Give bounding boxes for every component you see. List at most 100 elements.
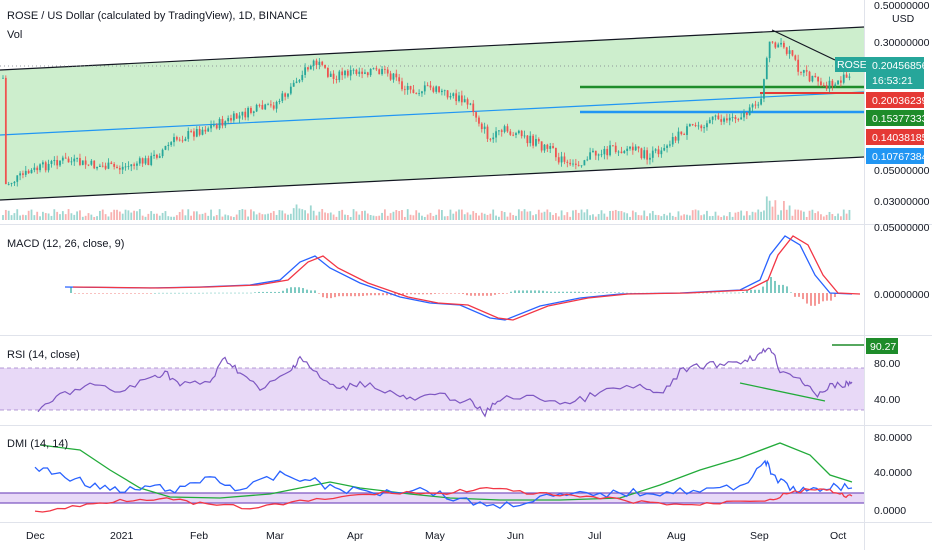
candle-body [680, 131, 683, 135]
macd-hist-bar [578, 291, 580, 293]
volume-bar [116, 209, 118, 220]
volume-bar [338, 210, 341, 220]
volume-bar [309, 205, 312, 220]
candles-group [2, 37, 851, 187]
volume-bar [848, 209, 851, 220]
macd-hist-bar [794, 293, 796, 297]
macd-hist-bar [274, 291, 276, 293]
volume-bar [295, 204, 298, 220]
candle-body [657, 149, 660, 155]
volume-bar [312, 210, 315, 220]
candle-body [694, 125, 697, 127]
candle-body [726, 118, 728, 121]
candle-body [344, 70, 346, 76]
candle-body [472, 103, 475, 113]
volume-bar [27, 210, 30, 220]
volume-bar [99, 210, 101, 220]
macd-hist-bar [818, 293, 820, 304]
volume-bar [435, 214, 438, 220]
volume-bar [13, 213, 16, 220]
candle-body [44, 162, 47, 171]
candle-body [817, 77, 819, 82]
candle-body [805, 70, 808, 72]
candle-body [734, 117, 737, 120]
volume-bar [569, 216, 572, 220]
time-axis[interactable]: Dec 2021 Feb Mar Apr May Jun Jul Aug Sep… [26, 530, 846, 542]
candle-body [555, 148, 557, 158]
candle-body [164, 145, 167, 150]
candle-body [546, 144, 549, 149]
candle-body [304, 67, 306, 75]
candle-body [677, 131, 680, 141]
candle-body [543, 144, 546, 151]
macd-hist-bar [606, 292, 608, 293]
macd-hist-bar [202, 292, 204, 294]
candle-body [24, 170, 27, 175]
macd-hist-bar [342, 293, 344, 297]
candle-body [218, 118, 221, 129]
macd-hist-bar [350, 293, 352, 297]
macd-hist-bar [434, 293, 436, 294]
macd-hist-bar [418, 293, 420, 295]
candle-body [13, 181, 16, 184]
candle-body [327, 67, 329, 77]
macd-hist-bar [702, 292, 704, 294]
candle-body [654, 149, 657, 151]
channel-upper-line [0, 26, 865, 71]
volume-bar [629, 216, 631, 220]
volume-bar [136, 211, 138, 220]
macd-hist-bar [734, 292, 736, 294]
candle-body [814, 75, 817, 78]
candle-body [711, 116, 714, 120]
volume-bar [153, 213, 155, 220]
candle-body [289, 86, 292, 94]
candle-body [195, 129, 198, 137]
candle-body [36, 167, 39, 171]
volume-bar [478, 215, 480, 220]
candle-body [743, 112, 745, 118]
candle-body [324, 64, 326, 68]
volume-bar [304, 210, 306, 220]
volume-bar [555, 213, 557, 220]
macd-hist-bar [478, 293, 480, 296]
candle-body [42, 162, 44, 165]
volume-bar [842, 209, 845, 220]
candle-body [583, 160, 586, 166]
macd-hist-bar [770, 277, 772, 293]
rsi-pane[interactable] [0, 344, 864, 418]
volume-bar [489, 213, 492, 220]
dmi-pane[interactable] [0, 442, 864, 513]
candle-body [506, 126, 509, 132]
volume-bar [406, 209, 409, 220]
volume-bar [586, 209, 589, 220]
candle-body [569, 162, 572, 165]
price-pane[interactable] [0, 26, 865, 220]
candle-body [235, 113, 238, 119]
candle-body [720, 119, 723, 122]
volume-bar [375, 216, 378, 220]
candle-body [566, 161, 569, 163]
volume-bar [560, 210, 563, 220]
candle-body [412, 89, 415, 93]
candle-body [620, 151, 623, 154]
candle-body [421, 91, 423, 94]
volume-bar [649, 213, 651, 220]
macd-hist-bar [270, 291, 272, 293]
volume-bar [193, 211, 195, 220]
macd-pane[interactable] [64, 235, 861, 321]
candle-body [714, 115, 717, 117]
candle-body [392, 73, 395, 80]
volume-bar [127, 210, 130, 220]
candle-body [47, 163, 50, 171]
candle-body [96, 166, 98, 169]
volume-bar [267, 213, 269, 220]
candle-body [244, 111, 247, 118]
candle-body [831, 80, 834, 86]
macd-hist-bar [782, 284, 784, 293]
volume-bar [640, 215, 643, 220]
volume-bar [726, 216, 728, 220]
price-axis[interactable]: 0.50000000 USD 0.30000000 0.05000000 0.0… [835, 0, 930, 208]
candle-body [523, 135, 526, 137]
volume-bar [421, 215, 423, 220]
